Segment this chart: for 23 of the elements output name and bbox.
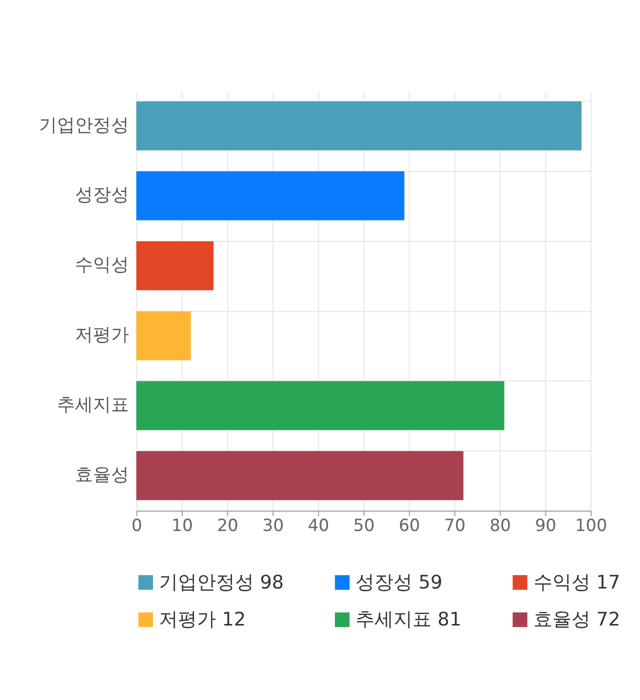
legend-label: 기업안정성 98 [159, 572, 284, 594]
x-tick-label: 10 [172, 514, 193, 535]
y-tick-label: 성장성 [74, 186, 129, 206]
legend-label: 저평가 12 [159, 610, 246, 631]
y-tick-label: 기업안정성 [38, 116, 129, 136]
x-tick-label: 30 [262, 514, 284, 535]
legend-label: 성장성 59 [356, 572, 442, 594]
x-tick-label: 90 [535, 514, 556, 535]
y-tick-label: 수익성 [74, 256, 129, 276]
y-tick-label: 저평가 [74, 326, 129, 346]
x-tick-label: 50 [353, 514, 375, 535]
y-tick-label: 추세지표 [56, 396, 129, 416]
x-tick-label: 80 [490, 514, 511, 535]
legend-label: 효율성 72 [533, 610, 620, 631]
y-tick-label: 효율성 [74, 466, 129, 486]
x-tick-label: 40 [308, 514, 330, 535]
x-tick-label: 60 [398, 514, 420, 535]
legend-label: 수익성 17 [533, 572, 620, 594]
legend-label: 추세지표 81 [356, 610, 462, 631]
x-tick-label: 70 [444, 514, 466, 535]
x-tick-label: 20 [216, 514, 238, 535]
x-tick-label: 100 [575, 514, 608, 535]
x-tick-label: 0 [131, 514, 142, 535]
